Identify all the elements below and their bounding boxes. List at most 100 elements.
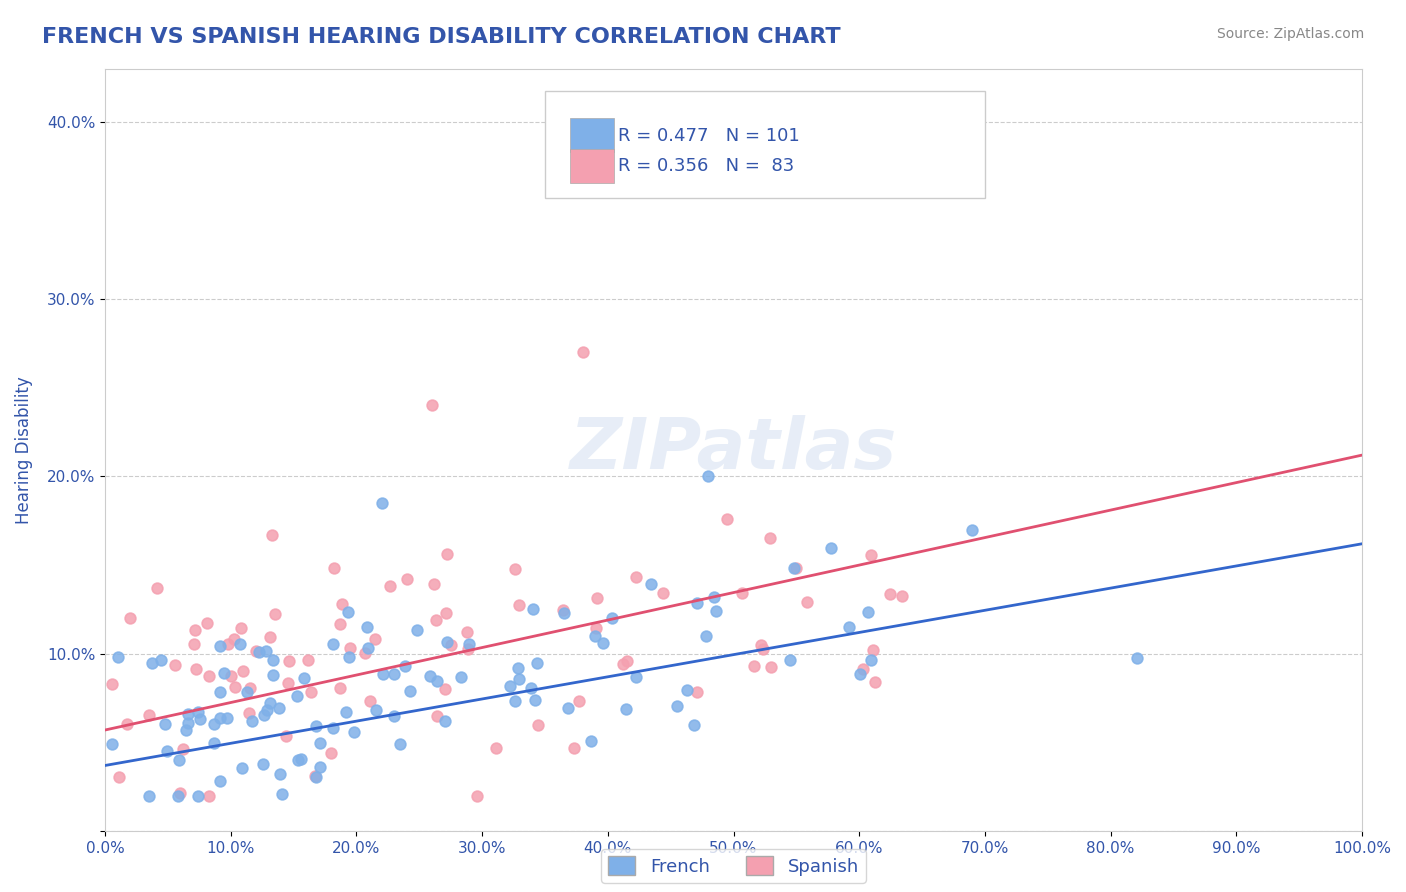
Point xyxy=(571,345,593,359)
Point xyxy=(553,603,575,617)
Point xyxy=(783,560,806,574)
Point xyxy=(260,528,283,542)
Point xyxy=(262,668,284,682)
Point xyxy=(731,586,754,600)
Point xyxy=(860,652,883,666)
Point xyxy=(581,733,603,747)
Point xyxy=(838,620,860,634)
Point xyxy=(862,642,884,657)
Point xyxy=(553,607,575,621)
Point xyxy=(167,753,190,767)
Point xyxy=(329,616,352,631)
Point xyxy=(100,737,122,751)
Point xyxy=(503,694,526,708)
Point xyxy=(759,660,782,674)
Point xyxy=(169,786,191,800)
Point xyxy=(235,685,257,699)
Point xyxy=(337,650,360,665)
Point xyxy=(425,613,447,627)
Point xyxy=(820,541,842,556)
Point xyxy=(195,615,218,630)
Point xyxy=(426,708,449,723)
Point xyxy=(319,747,342,761)
Point xyxy=(208,684,231,698)
Point xyxy=(865,675,887,690)
Point xyxy=(752,642,775,657)
Point xyxy=(238,706,260,720)
Point xyxy=(322,561,344,575)
Point xyxy=(336,605,359,619)
Point xyxy=(239,681,262,696)
Point xyxy=(353,646,375,660)
Point xyxy=(423,576,446,591)
Point xyxy=(247,645,270,659)
Point xyxy=(276,730,298,744)
Point xyxy=(322,721,344,735)
Point xyxy=(287,753,309,767)
FancyBboxPatch shape xyxy=(571,118,614,153)
Point xyxy=(153,716,176,731)
FancyBboxPatch shape xyxy=(571,149,614,183)
Point xyxy=(267,701,290,715)
Point xyxy=(224,680,246,694)
Point xyxy=(269,767,291,781)
Point xyxy=(167,789,190,803)
Point xyxy=(108,770,131,784)
Point xyxy=(420,399,443,413)
Point xyxy=(568,694,591,708)
Point xyxy=(219,669,242,683)
Point xyxy=(384,709,406,723)
Point xyxy=(703,590,725,604)
Point xyxy=(686,685,709,699)
Text: Source: ZipAtlas.com: Source: ZipAtlas.com xyxy=(1216,27,1364,41)
Point xyxy=(394,659,416,673)
Point xyxy=(292,671,315,685)
Point xyxy=(419,668,441,682)
Point xyxy=(187,705,209,719)
Point xyxy=(849,666,872,681)
Point xyxy=(264,607,287,621)
Point xyxy=(749,638,772,652)
Point xyxy=(703,53,725,67)
Point xyxy=(779,653,801,667)
Point xyxy=(389,737,412,751)
Point xyxy=(232,665,254,679)
Point xyxy=(297,653,319,667)
Point xyxy=(583,629,606,643)
Point xyxy=(357,641,380,656)
Point xyxy=(640,577,662,591)
Legend: French, Spanish: French, Spanish xyxy=(602,849,866,883)
Point xyxy=(585,621,607,635)
Point xyxy=(962,523,984,537)
Point xyxy=(150,653,173,667)
Point xyxy=(485,741,508,756)
Point xyxy=(399,684,422,698)
Point xyxy=(198,669,221,683)
Point xyxy=(217,637,239,651)
Point xyxy=(458,637,481,651)
Point xyxy=(101,677,124,691)
Point xyxy=(434,606,457,620)
Point xyxy=(396,572,419,586)
Point xyxy=(378,579,401,593)
Point xyxy=(256,703,278,717)
Point xyxy=(156,744,179,758)
Point xyxy=(245,644,267,658)
Point xyxy=(366,702,388,716)
Point xyxy=(706,604,728,618)
Point xyxy=(187,789,209,803)
Point xyxy=(557,700,579,714)
Point xyxy=(508,599,530,613)
Point xyxy=(624,570,647,584)
Point xyxy=(505,562,527,576)
Point xyxy=(859,548,882,562)
Point xyxy=(440,638,463,652)
Point xyxy=(146,581,169,595)
Point xyxy=(433,714,456,729)
Point xyxy=(229,621,252,635)
Point xyxy=(224,632,246,646)
Point xyxy=(262,653,284,667)
Point xyxy=(527,718,550,732)
Text: R = 0.356   N =  83: R = 0.356 N = 83 xyxy=(617,157,794,175)
Point xyxy=(117,717,139,731)
